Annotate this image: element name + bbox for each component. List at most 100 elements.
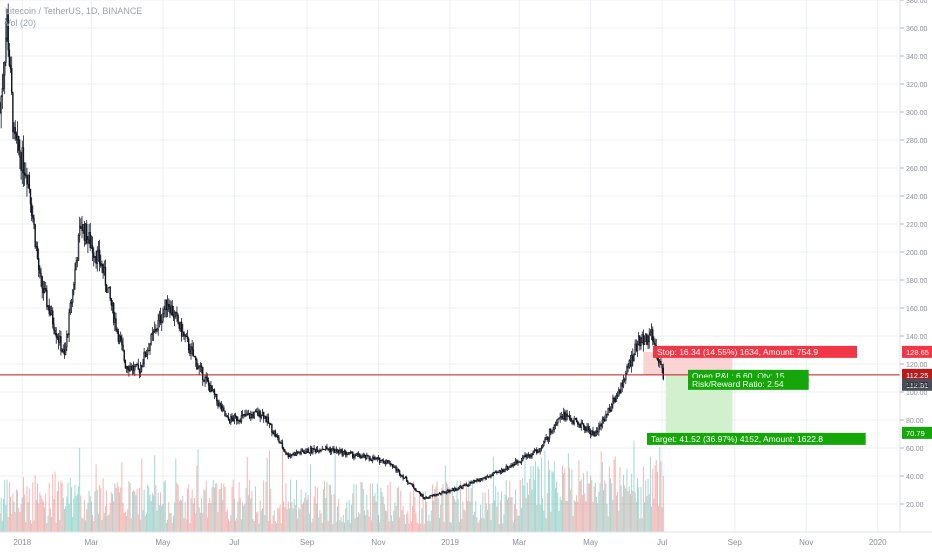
x-tick-label: May: [155, 538, 170, 547]
candle: [284, 449, 285, 452]
volume-bar: [534, 480, 535, 532]
candle: [433, 495, 434, 496]
volume-bar: [481, 518, 482, 532]
volume-bar: [42, 499, 43, 532]
volume-bar: [398, 487, 399, 532]
volume-bar: [158, 493, 159, 532]
candle: [437, 494, 438, 495]
candle: [252, 414, 253, 415]
volume-bar: [488, 489, 489, 532]
volume-bar: [104, 513, 105, 532]
candle: [385, 462, 386, 464]
volume-bar: [548, 460, 549, 532]
volume-bar: [527, 483, 528, 532]
volume-bar: [557, 493, 558, 532]
candle: [322, 449, 323, 450]
volume-bar: [73, 498, 74, 532]
candle: [229, 420, 230, 423]
volume-bar: [652, 469, 653, 532]
candle: [342, 450, 343, 455]
candle: [100, 263, 101, 265]
volume-bar: [305, 493, 306, 532]
volume-bar: [133, 490, 134, 532]
candle: [236, 416, 237, 420]
candle: [553, 429, 554, 430]
volume-bar: [243, 506, 244, 532]
candle: [178, 315, 179, 323]
candle: [123, 345, 124, 351]
candle: [130, 367, 131, 371]
candle: [192, 347, 193, 350]
volume-bar: [3, 499, 4, 532]
candle: [532, 455, 533, 456]
candle: [632, 355, 633, 361]
candle: [590, 431, 591, 434]
candle: [302, 450, 303, 452]
volume-bar: [261, 511, 262, 532]
volume-bar: [371, 520, 372, 532]
candle: [382, 460, 383, 461]
candle: [389, 461, 390, 464]
volume-bar: [205, 490, 206, 532]
volume-bar: [5, 505, 6, 532]
candle: [57, 337, 58, 338]
volume-bar: [451, 523, 452, 532]
candle: [344, 451, 345, 452]
candle: [481, 479, 482, 480]
volume-bar: [433, 501, 434, 532]
volume-bar: [295, 505, 296, 532]
volume-bar: [574, 500, 575, 532]
volume-bar: [308, 495, 309, 532]
volume-bar: [530, 466, 531, 532]
volume-bar: [94, 491, 95, 532]
volume-bar: [264, 515, 265, 532]
volume-bar: [85, 520, 86, 532]
candle: [118, 331, 119, 341]
candle: [294, 453, 295, 455]
candle: [98, 250, 99, 251]
candle: [133, 366, 134, 370]
candle: [496, 472, 497, 473]
candle: [267, 417, 268, 421]
volume-bar: [259, 524, 260, 532]
candle: [295, 453, 296, 456]
volume-bar: [71, 487, 72, 532]
candle: [174, 313, 175, 317]
candle: [364, 455, 365, 456]
candle: [246, 414, 247, 416]
volume-bar: [580, 481, 581, 532]
volume-bar: [541, 458, 542, 532]
volume-bar: [135, 495, 136, 532]
candle: [305, 452, 306, 454]
candle: [396, 467, 397, 471]
candle: [245, 414, 246, 416]
volume-bar: [386, 511, 387, 532]
candle: [228, 417, 229, 419]
volume-bar: [618, 511, 619, 532]
volume-bar: [593, 502, 594, 532]
candle: [239, 420, 240, 421]
candle: [148, 350, 149, 351]
candle: [376, 458, 377, 459]
volume-bar: [608, 516, 609, 532]
volume-bar: [370, 484, 371, 532]
volume-bar: [125, 512, 126, 532]
candle: [253, 415, 254, 418]
candle: [549, 429, 550, 438]
candle: [351, 452, 352, 453]
volume-bar: [16, 490, 17, 532]
volume-bar: [123, 503, 124, 532]
candle: [608, 408, 609, 414]
candle: [543, 442, 544, 446]
candle: [202, 367, 203, 380]
candle: [541, 448, 542, 449]
candle: [83, 224, 84, 230]
candle: [173, 315, 174, 317]
volume-bar: [638, 487, 639, 532]
volume-bar: [225, 487, 226, 532]
candle: [512, 465, 513, 466]
candle: [104, 267, 105, 273]
candle: [472, 482, 473, 483]
